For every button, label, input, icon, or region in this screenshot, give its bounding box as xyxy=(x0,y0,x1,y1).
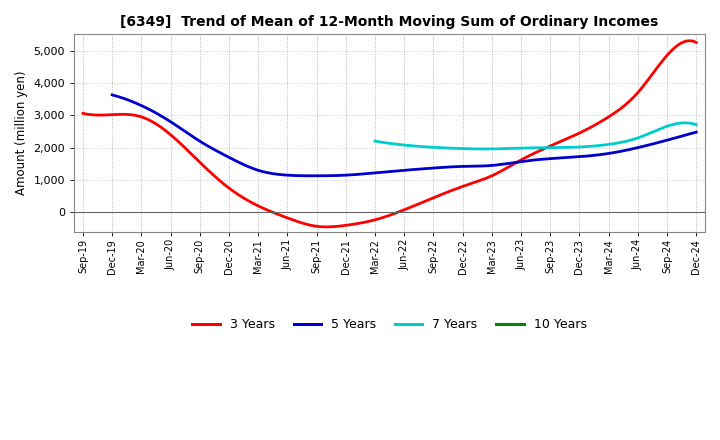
Title: [6349]  Trend of Mean of 12-Month Moving Sum of Ordinary Incomes: [6349] Trend of Mean of 12-Month Moving … xyxy=(120,15,659,29)
Legend: 3 Years, 5 Years, 7 Years, 10 Years: 3 Years, 5 Years, 7 Years, 10 Years xyxy=(187,313,592,336)
Y-axis label: Amount (million yen): Amount (million yen) xyxy=(15,71,28,195)
